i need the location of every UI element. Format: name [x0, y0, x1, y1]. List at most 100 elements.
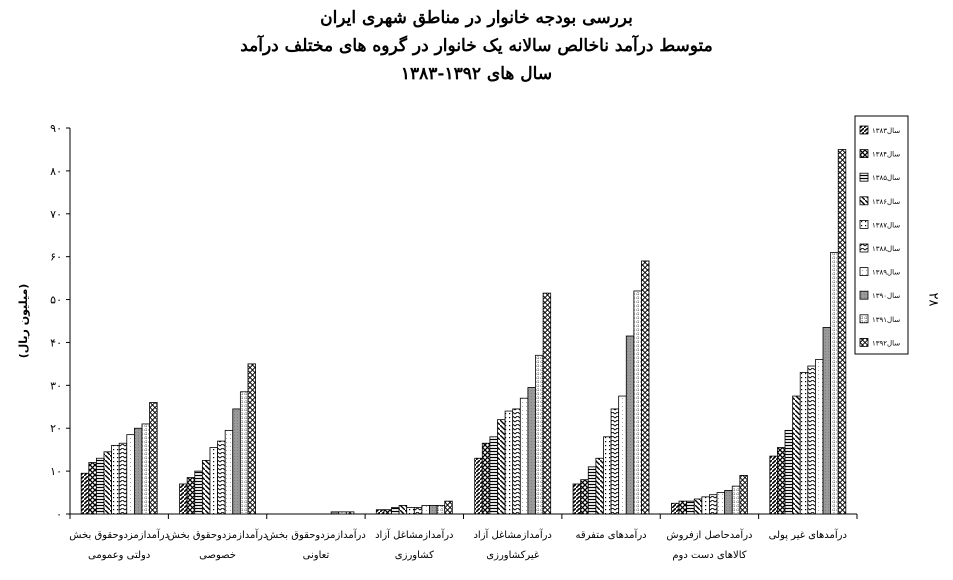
bar [474, 457, 483, 515]
bar [201, 459, 211, 515]
bar [141, 423, 150, 515]
bar [641, 260, 650, 515]
legend-label: سال۱۳۸۸ [872, 245, 900, 253]
bar [126, 434, 135, 515]
bar [383, 509, 392, 515]
bar [429, 505, 438, 515]
x-tick-label: تعاونی [303, 550, 330, 561]
bar [247, 363, 256, 515]
bar [724, 490, 733, 515]
bar [837, 149, 847, 515]
legend-label: سال۱۳۹۰ [872, 292, 900, 300]
x-tick-label: کالاهای دست دوم [672, 550, 746, 561]
legend-swatch [859, 290, 869, 300]
bar [118, 442, 128, 515]
x-tick-label: کشاورزی [395, 550, 434, 561]
bar [489, 436, 498, 515]
bar [413, 507, 423, 515]
bar [80, 472, 90, 515]
bar [519, 397, 529, 515]
x-tick-label: خصوصی [199, 550, 236, 561]
x-tick-label: درآمدهای غیر پولی [769, 528, 847, 541]
bar [580, 479, 589, 515]
bar [618, 395, 627, 515]
x-tick-label: درآمدازمزدوحقوق بخش [168, 528, 268, 541]
legend-swatch [859, 243, 869, 253]
bar [338, 511, 347, 515]
legend-label: سال۱۳۸۴ [872, 151, 900, 159]
y-tick-label: ۵۰ [50, 294, 62, 307]
legend-label: سال۱۳۸۵ [872, 174, 900, 182]
legend-swatch [859, 125, 869, 135]
chart-title-line-3: سال های ۱۳۹۲-۱۳۸۳ [400, 64, 553, 84]
y-tick-label: ۳۰ [50, 379, 62, 392]
bar [678, 500, 688, 515]
bar [671, 502, 680, 515]
x-tick-label: درآمدحاصل ازفروش [666, 528, 752, 541]
x-tick-label: درآمدازمزدوحقوق بخش [266, 528, 366, 541]
bar [535, 354, 544, 515]
chart-titles: بررسی بودجه خانوار در مناطق شهری ایران م… [0, 4, 953, 88]
bar [232, 408, 241, 515]
legend-label: سال۱۳۸۷ [872, 221, 900, 229]
x-tick-label: غیرکشاورزی [486, 550, 539, 561]
bar [406, 507, 415, 515]
bar [572, 483, 582, 515]
bar [444, 500, 453, 515]
bar [822, 327, 832, 515]
bar [595, 457, 604, 515]
legend-swatch [859, 314, 869, 324]
bar [587, 466, 597, 515]
bar [625, 335, 635, 515]
bar [807, 365, 816, 515]
bar [815, 359, 824, 515]
x-tick-label: درآمدازمشاغل آزاد [473, 528, 551, 541]
bar [686, 500, 695, 515]
legend-swatch [859, 337, 869, 347]
y-tick-label: ۰ [56, 508, 62, 521]
bar [512, 408, 521, 515]
legend-swatch [859, 149, 869, 159]
bar [149, 402, 158, 515]
bar [209, 447, 218, 515]
y-tick-label: ۴۰ [50, 336, 62, 349]
bar [769, 455, 778, 515]
bar [398, 505, 408, 515]
bar [739, 474, 748, 515]
bar [391, 507, 400, 515]
y-axis-label: (میلیون ریال) [17, 284, 30, 359]
x-tick-label: درآمدازمزدوحقوق بخش [69, 528, 169, 541]
bar [179, 483, 188, 515]
bar [421, 505, 430, 515]
legend-swatch [859, 267, 869, 277]
bar [239, 391, 249, 515]
bar [133, 427, 143, 515]
bar [777, 447, 786, 515]
bar [701, 496, 710, 515]
bar [716, 492, 726, 515]
bar [497, 419, 506, 515]
x-tick-label: درآمدازمشاغل آزاد [375, 528, 453, 541]
bar [633, 290, 642, 515]
bar [693, 498, 703, 515]
y-tick-label: ۶۰ [50, 251, 62, 264]
legend-label: سال۱۳۸۳ [872, 127, 900, 135]
legend-label: سال۱۳۸۶ [872, 198, 900, 206]
bar [194, 470, 203, 515]
bar [103, 451, 112, 515]
y-tick-label: ۷۰ [50, 208, 62, 221]
legend-label: سال۱۳۸۹ [872, 269, 900, 277]
legend-swatch [859, 196, 869, 206]
bar [731, 485, 741, 515]
legend-swatch [859, 172, 869, 182]
bar [111, 444, 120, 515]
bar [610, 408, 620, 515]
bar [603, 436, 612, 515]
bar [799, 372, 809, 515]
bar [709, 494, 718, 515]
chart-title-line-2: متوسط درآمد ناخالص سالانه یک خانوار در گ… [240, 36, 713, 56]
bar [784, 429, 794, 515]
bar [95, 457, 105, 515]
bar [224, 429, 234, 515]
